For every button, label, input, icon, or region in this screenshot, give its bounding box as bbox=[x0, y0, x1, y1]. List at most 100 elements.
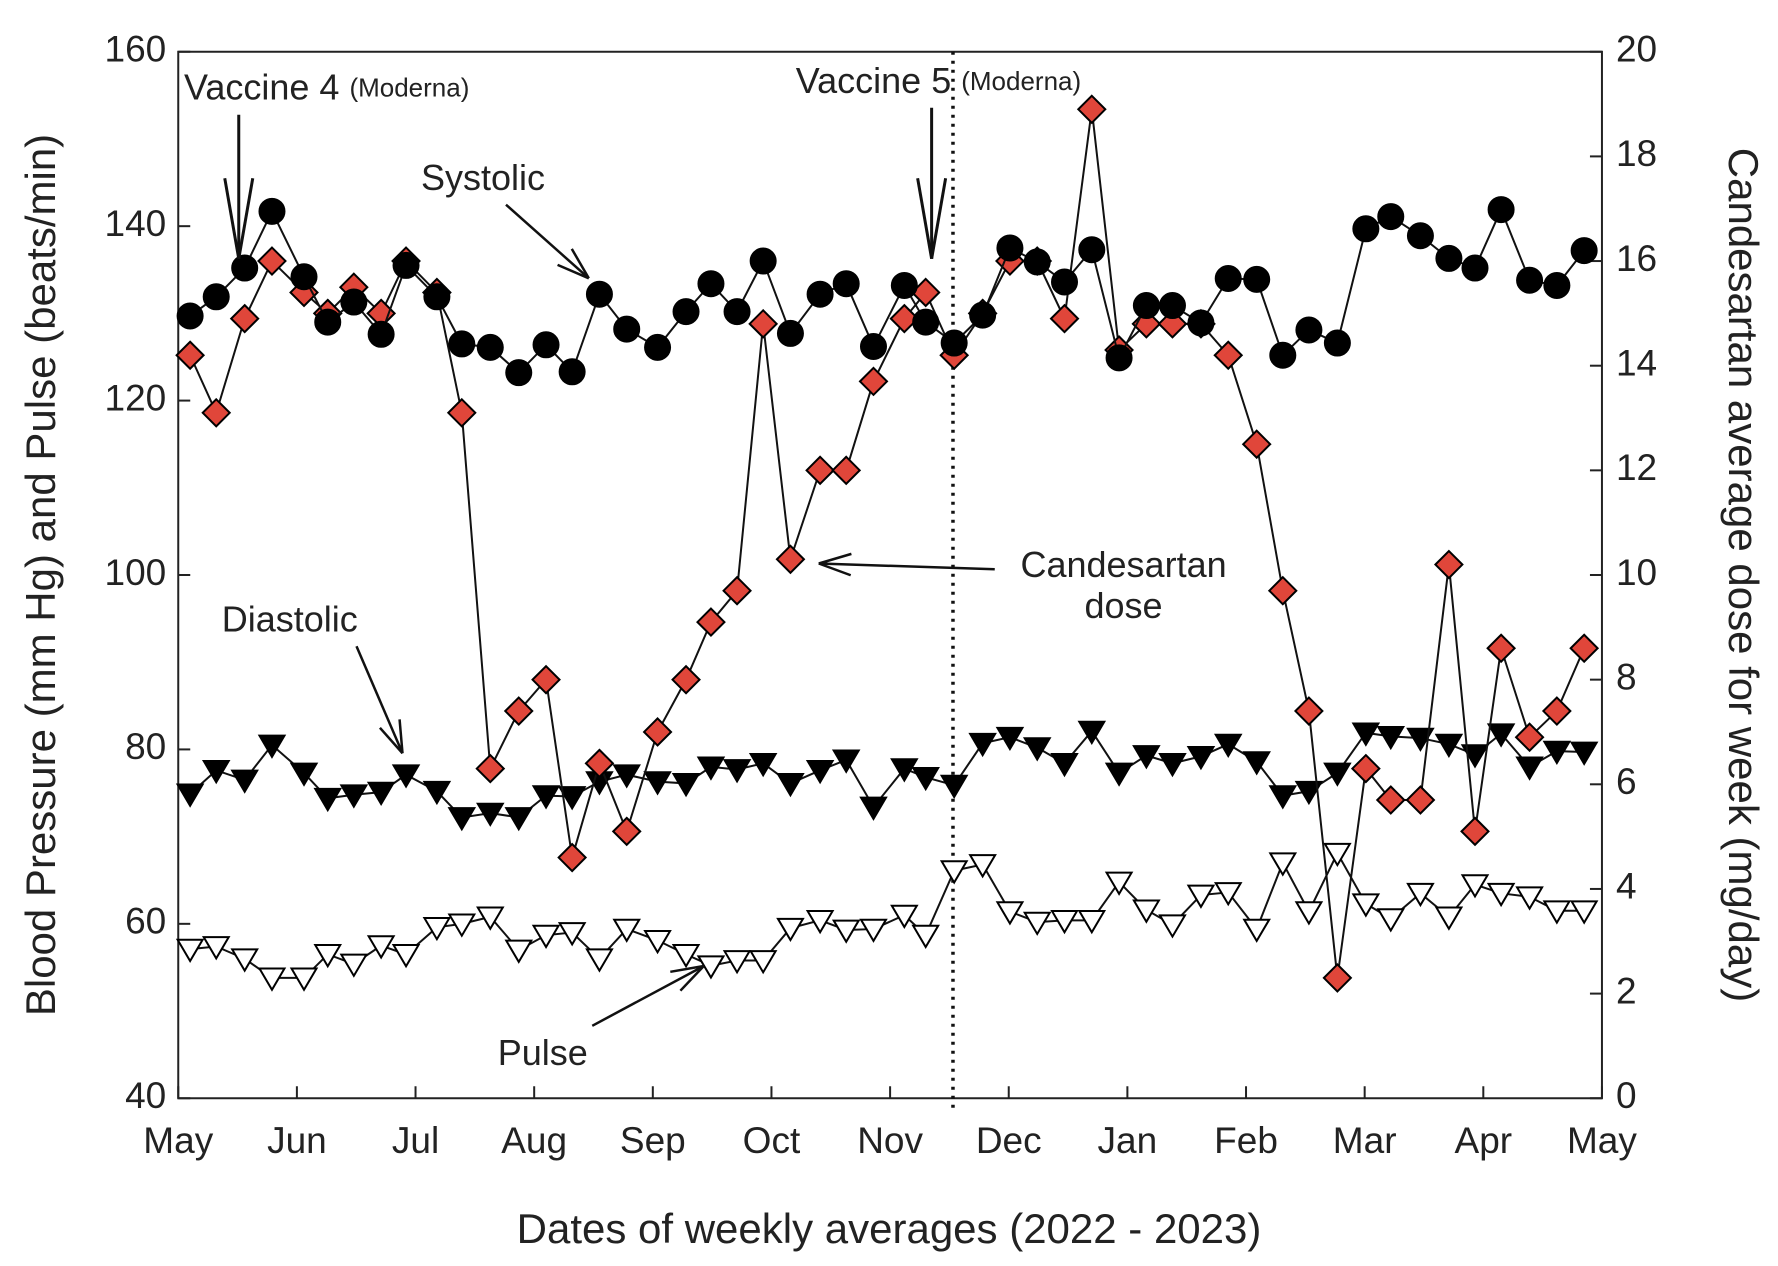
marker bbox=[1241, 429, 1272, 460]
marker bbox=[257, 246, 287, 276]
marker bbox=[1051, 268, 1079, 296]
marker bbox=[831, 749, 861, 774]
marker bbox=[1293, 696, 1324, 726]
label-arrow bbox=[818, 562, 852, 577]
marker bbox=[1214, 264, 1242, 292]
marker bbox=[1352, 215, 1380, 243]
y2-axis-title: Candesartan average dose for week (mg/da… bbox=[1720, 148, 1767, 1002]
marker bbox=[313, 787, 342, 813]
marker bbox=[1132, 899, 1161, 924]
marker bbox=[1294, 780, 1324, 806]
marker bbox=[671, 943, 701, 969]
marker bbox=[1350, 753, 1381, 784]
marker bbox=[447, 807, 477, 832]
y2-tick-label: 12 bbox=[1616, 447, 1657, 488]
marker bbox=[447, 913, 477, 938]
marker bbox=[290, 263, 318, 291]
marker bbox=[912, 308, 940, 336]
marker bbox=[557, 922, 587, 947]
marker bbox=[257, 967, 287, 992]
marker bbox=[1486, 723, 1516, 748]
label-arrow bbox=[818, 562, 995, 571]
marker bbox=[995, 901, 1025, 926]
series-label: Diastolic bbox=[222, 599, 358, 640]
marker bbox=[642, 717, 673, 747]
marker bbox=[557, 786, 587, 811]
marker bbox=[1187, 309, 1215, 337]
marker bbox=[775, 544, 806, 575]
marker bbox=[671, 664, 701, 695]
marker bbox=[1104, 871, 1134, 896]
marker bbox=[643, 930, 672, 955]
marker bbox=[1323, 842, 1352, 868]
marker bbox=[1132, 745, 1161, 770]
marker bbox=[230, 769, 259, 794]
label-arrow bbox=[398, 719, 404, 754]
marker bbox=[1158, 914, 1187, 939]
marker bbox=[1158, 292, 1186, 320]
marker bbox=[1186, 746, 1216, 771]
marker bbox=[1406, 882, 1435, 908]
y-tick-label: 140 bbox=[105, 203, 167, 244]
marker bbox=[448, 330, 476, 358]
marker bbox=[584, 748, 615, 779]
marker bbox=[423, 283, 451, 311]
annotation-arrow bbox=[237, 177, 255, 260]
marker bbox=[1269, 341, 1297, 369]
marker bbox=[1077, 909, 1107, 935]
marker bbox=[723, 298, 751, 326]
y2-tick-label: 2 bbox=[1616, 970, 1637, 1011]
marker bbox=[557, 842, 588, 873]
x-tick-label: Jul bbox=[392, 1120, 439, 1161]
label-arrow bbox=[378, 726, 404, 755]
marker bbox=[1569, 900, 1599, 925]
annotation-note: (Moderna) bbox=[349, 73, 469, 103]
marker bbox=[1242, 918, 1271, 943]
marker bbox=[257, 734, 287, 759]
marker bbox=[476, 802, 505, 827]
marker bbox=[532, 331, 560, 359]
marker bbox=[1460, 816, 1490, 847]
marker bbox=[696, 955, 726, 980]
x-tick-label: Mar bbox=[1333, 1120, 1397, 1161]
marker bbox=[446, 397, 477, 428]
marker bbox=[1295, 316, 1323, 344]
y2-tick-label: 8 bbox=[1616, 656, 1637, 697]
marker bbox=[1213, 733, 1243, 759]
marker bbox=[504, 939, 534, 964]
marker bbox=[1268, 852, 1298, 877]
marker bbox=[1377, 203, 1405, 231]
marker bbox=[1406, 727, 1435, 752]
series-line bbox=[189, 729, 1585, 819]
marker bbox=[475, 753, 506, 784]
label-arrow bbox=[679, 965, 705, 992]
marker bbox=[939, 774, 969, 800]
series-label: Systolic bbox=[421, 157, 545, 198]
y2-tick-label: 6 bbox=[1616, 761, 1637, 802]
marker bbox=[340, 288, 368, 316]
marker bbox=[1322, 962, 1353, 993]
marker bbox=[531, 924, 561, 950]
marker bbox=[1267, 575, 1298, 606]
marker bbox=[805, 909, 835, 935]
y-axis-title: Blood Pressure (mm Hg) and Pulse (beats/… bbox=[17, 134, 64, 1016]
marker bbox=[1242, 751, 1271, 776]
marker bbox=[1022, 911, 1052, 936]
marker bbox=[722, 575, 752, 606]
marker bbox=[1514, 722, 1545, 753]
marker bbox=[201, 397, 232, 428]
marker bbox=[558, 358, 586, 386]
marker bbox=[1351, 722, 1381, 747]
marker bbox=[722, 950, 752, 975]
marker bbox=[696, 756, 726, 781]
marker bbox=[969, 301, 997, 329]
marker bbox=[366, 935, 396, 960]
y-tick-label: 40 bbox=[125, 1075, 166, 1116]
label-arrow bbox=[355, 645, 404, 754]
marker bbox=[1323, 329, 1351, 357]
marker bbox=[391, 943, 421, 969]
label-arrow bbox=[670, 964, 705, 974]
marker bbox=[1268, 785, 1298, 810]
marker bbox=[201, 936, 231, 961]
x-tick-label: Sep bbox=[620, 1120, 686, 1161]
